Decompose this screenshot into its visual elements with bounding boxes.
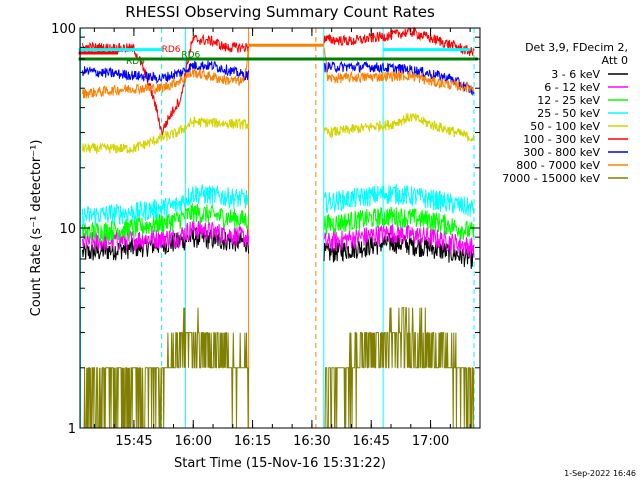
footer-date: 1-Sep-2022 16:46 (564, 469, 636, 478)
series-line-5 (323, 112, 475, 142)
flag-annotation: RD6 (162, 45, 181, 55)
axes: 15:45 16:00 16:15 16:30 16:45 17:00 1 10 100 (51, 22, 480, 449)
x-tick-label: 16:45 (352, 434, 389, 449)
x-tick-label: 16:30 (293, 434, 330, 449)
series-line-4 (323, 183, 475, 218)
series-line-7 (82, 60, 250, 85)
legend-label: 100 - 300 keV (523, 133, 600, 146)
x-tick-label: 16:15 (234, 434, 271, 449)
y-axis-label: Count Rate (s⁻¹ detector⁻¹) (29, 140, 44, 317)
series-line-3 (82, 202, 250, 243)
legend-label: 300 - 800 keV (523, 146, 600, 159)
legend-label: 12 - 25 keV (537, 94, 600, 107)
y-tick-label: 10 (59, 222, 76, 237)
legend-label: 25 - 50 keV (537, 107, 600, 120)
flag-annotation: RD6 (181, 51, 200, 61)
series-line-6 (323, 26, 475, 57)
flag-annotation: RD6 (126, 57, 145, 67)
series-line-9 (324, 307, 475, 429)
series-line-4 (82, 184, 249, 227)
series-line-9 (82, 307, 250, 429)
series-line-2 (82, 219, 250, 251)
legend-header-line-2: Att 0 (602, 54, 628, 67)
x-tick-label: 15:45 (115, 434, 152, 449)
legend-label: 6 - 12 keV (544, 81, 600, 94)
x-tick-label: 17:00 (412, 434, 449, 449)
chart-title: RHESSI Observing Summary Count Rates (125, 3, 435, 21)
legend-label: 800 - 7000 keV (516, 159, 600, 172)
series-line-5 (82, 115, 250, 154)
y-tick-label: 100 (51, 22, 76, 37)
legend-header-line-1: Det 3,9, FDecim 2, (525, 41, 628, 54)
series-line-8 (82, 47, 250, 99)
x-tick-label: 16:00 (175, 434, 212, 449)
legend-label: 3 - 6 keV (551, 68, 600, 81)
x-axis-label: Start Time (15-Nov-16 15:31:22) (174, 456, 386, 471)
series-line-8 (323, 47, 475, 93)
y-tick-label: 1 (68, 422, 76, 437)
series-line-6 (82, 33, 250, 136)
legend-label: 7000 - 15000 keV (502, 172, 600, 185)
series-line-3 (323, 206, 475, 240)
legend-label: 50 - 100 keV (530, 120, 600, 133)
series-line-2 (323, 224, 475, 258)
